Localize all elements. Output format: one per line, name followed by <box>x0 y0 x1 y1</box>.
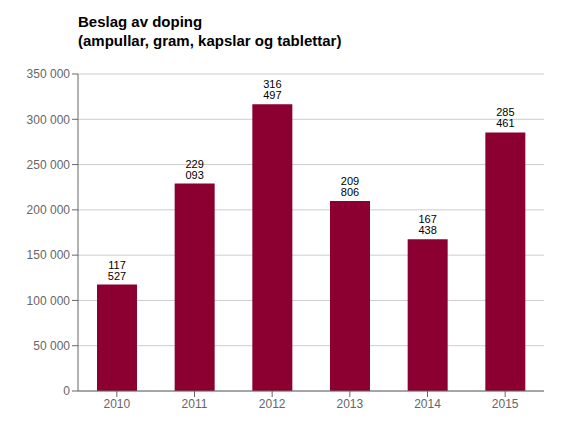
svg-text:167438: 167438 <box>418 213 436 236</box>
svg-text:209806: 209806 <box>341 175 359 198</box>
svg-text:2012: 2012 <box>259 397 286 411</box>
svg-text:300 000: 300 000 <box>27 113 71 127</box>
svg-text:117527: 117527 <box>108 259 126 282</box>
svg-text:316497: 316497 <box>263 78 281 101</box>
svg-text:285461: 285461 <box>496 106 514 129</box>
svg-text:2014: 2014 <box>414 397 441 411</box>
svg-text:229093: 229093 <box>185 158 203 181</box>
svg-text:150 000: 150 000 <box>27 248 71 262</box>
svg-text:350 000: 350 000 <box>27 67 71 81</box>
html-text:(ampullar, gram, kapslar og ta: (ampullar, gram, kapslar og tablettar) <box>78 32 342 49</box>
svg-text:2015: 2015 <box>492 397 519 411</box>
svg-text:50 000: 50 000 <box>33 339 70 353</box>
svg-text:0: 0 <box>63 384 70 398</box>
svg-text:100 000: 100 000 <box>27 294 71 308</box>
svg-text:200 000: 200 000 <box>27 203 71 217</box>
svg-text:2011: 2011 <box>182 397 208 411</box>
svg-text:2013: 2013 <box>336 397 363 411</box>
svg-text:250 000: 250 000 <box>27 158 71 172</box>
html-text:Beslag av doping: Beslag av doping <box>78 13 203 30</box>
svg-text:2010: 2010 <box>103 397 130 411</box>
